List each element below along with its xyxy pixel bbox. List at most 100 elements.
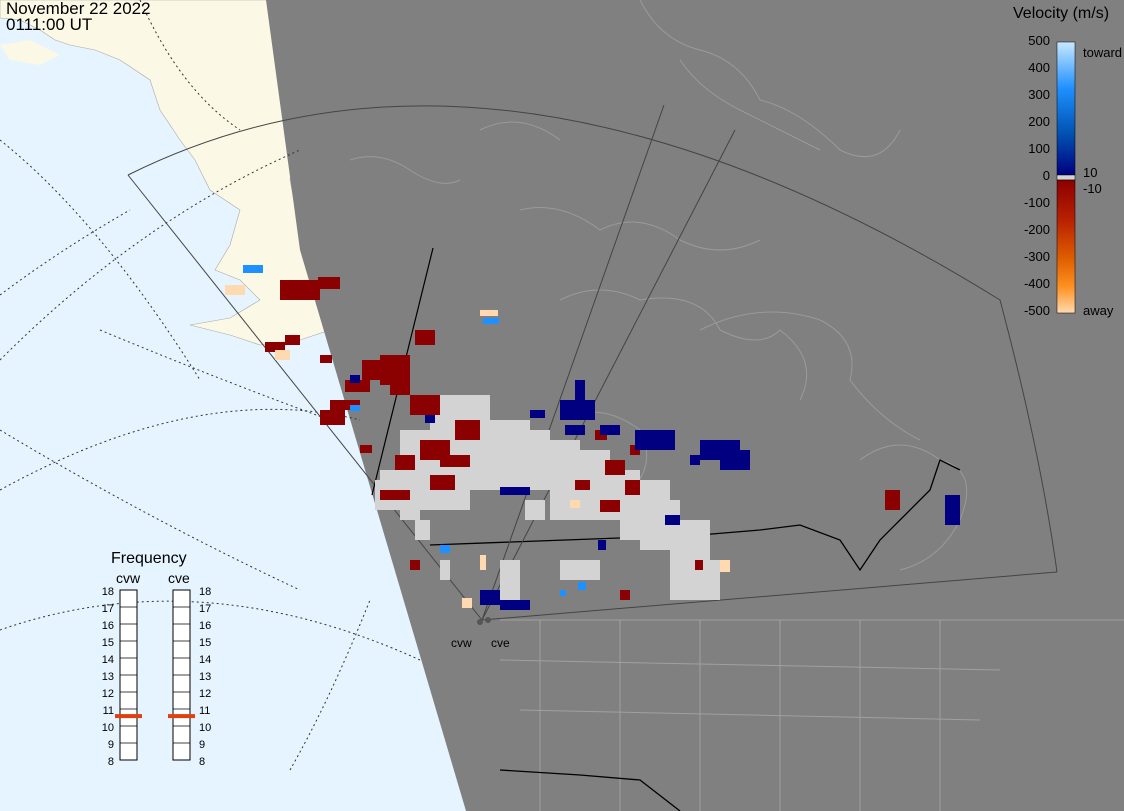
freq-scale-left-11: 11 <box>102 705 114 717</box>
velocity-minus10-label: -10 <box>1083 181 1102 196</box>
scatter-cell <box>455 420 480 440</box>
freq-label-cvw: cvw <box>116 570 141 586</box>
scatter-cell <box>620 590 630 600</box>
scatter-cell <box>605 460 625 475</box>
velocity-tick-1: 400 <box>1028 60 1050 75</box>
scatter-cell <box>415 520 430 540</box>
velocity-tick-5: 0 <box>1042 168 1050 183</box>
velocity-tick-9: -400 <box>1023 276 1050 291</box>
freq-marker-cvw <box>115 714 142 719</box>
freq-scale-right-9: 9 <box>199 739 206 751</box>
scatter-cell <box>560 400 595 420</box>
scatter-cell <box>885 490 900 510</box>
scatter-cell <box>318 277 340 289</box>
scatter-cell <box>720 560 730 572</box>
radar-site-cve <box>485 617 491 623</box>
scatter-cell <box>462 598 472 608</box>
scatter-cell <box>440 455 470 467</box>
velocity-plus10-label: 10 <box>1083 165 1098 180</box>
scatter-cell <box>430 475 455 490</box>
frequency-title: Frequency <box>111 550 187 567</box>
velocity-tick-4: 100 <box>1028 141 1050 156</box>
freq-scale-left-18: 18 <box>101 586 114 598</box>
freq-scale-right-12: 12 <box>199 688 212 700</box>
scatter-cell <box>483 318 499 324</box>
scatter-cell <box>480 310 498 316</box>
scatter-cell <box>380 490 410 500</box>
mexico-border <box>499 769 681 811</box>
scatter-cell <box>350 375 360 383</box>
velocity-tick-2: 300 <box>1028 87 1050 102</box>
scatter-cell <box>285 335 300 345</box>
scatter-cell <box>560 590 566 596</box>
fov-outline <box>127 104 1058 621</box>
scatter-cell <box>635 430 675 450</box>
state-boundaries <box>499 619 1124 811</box>
scatter-cell <box>598 540 606 550</box>
scatter-cell <box>575 480 590 490</box>
freq-scale-right-18: 18 <box>199 586 212 598</box>
backscatter-cells <box>225 265 960 610</box>
scatter-cell <box>570 500 580 508</box>
radar-site-cvw <box>477 619 483 625</box>
scatter-cell <box>720 450 750 470</box>
velocity-tick-3: 200 <box>1028 114 1050 129</box>
scatter-cell <box>600 425 620 435</box>
scatter-cell <box>330 400 360 410</box>
scatter-cell <box>275 350 290 360</box>
island-patch <box>130 30 175 70</box>
scatter-cell <box>400 500 420 520</box>
canada-us-border <box>429 459 961 572</box>
velocity-toward-label: toward <box>1083 45 1123 60</box>
freq-scale-left-8: 8 <box>107 756 114 768</box>
scatter-cell <box>390 380 410 395</box>
scatter-cell <box>440 545 450 553</box>
scatter-cell <box>525 500 545 520</box>
scatter-cell <box>695 560 703 570</box>
scatter-cell <box>665 515 680 525</box>
freq-scale-left-10: 10 <box>101 722 114 734</box>
freq-scale-right-10: 10 <box>199 722 212 734</box>
scatter-cell <box>575 380 585 400</box>
date-label: November 22 2022 <box>6 0 151 18</box>
scatter-cell <box>425 415 435 423</box>
freq-scale-left-15: 15 <box>101 637 114 649</box>
scatter-cell <box>600 500 620 512</box>
scatter-cell <box>360 445 372 453</box>
site-label-cvw: cvw <box>451 636 472 650</box>
scatter-cell <box>690 560 720 600</box>
velocity-tick-7: -200 <box>1023 222 1050 237</box>
scatter-cell <box>243 265 263 273</box>
time-label: 0111:00 UT <box>6 15 93 34</box>
freq-scale-right-17: 17 <box>199 603 212 615</box>
scatter-cell <box>565 425 585 435</box>
scatter-cell <box>560 560 600 580</box>
freq-scale-right-8: 8 <box>199 756 206 768</box>
velocity-tick-10: -500 <box>1023 303 1050 318</box>
scatter-cell <box>500 560 520 600</box>
scatter-cell <box>440 560 450 580</box>
scatter-cell <box>480 555 486 570</box>
scatter-cell <box>578 582 586 590</box>
freq-scale-left-17: 17 <box>101 603 114 615</box>
freq-scale-left-12: 12 <box>101 688 114 700</box>
scatter-cell <box>320 410 345 425</box>
freq-scale-right-11: 11 <box>199 705 211 717</box>
scatter-cell <box>265 342 285 352</box>
freq-scale-left-14: 14 <box>101 654 114 666</box>
scatter-cell <box>530 410 545 418</box>
freq-scale-left-13: 13 <box>101 671 114 683</box>
scatter-cell <box>225 285 245 295</box>
ice-patch <box>0 40 60 65</box>
scatter-cell <box>480 590 500 605</box>
freq-marker-cve <box>168 714 195 719</box>
scatter-cell <box>690 455 700 465</box>
scatter-cell <box>520 430 550 490</box>
frequency-bars <box>115 589 195 761</box>
scatter-cell <box>415 330 435 345</box>
night-area <box>266 0 1124 811</box>
scatter-cell <box>350 405 360 411</box>
velocity-tick-0: 500 <box>1028 33 1050 48</box>
freq-scale-right-14: 14 <box>199 654 212 666</box>
